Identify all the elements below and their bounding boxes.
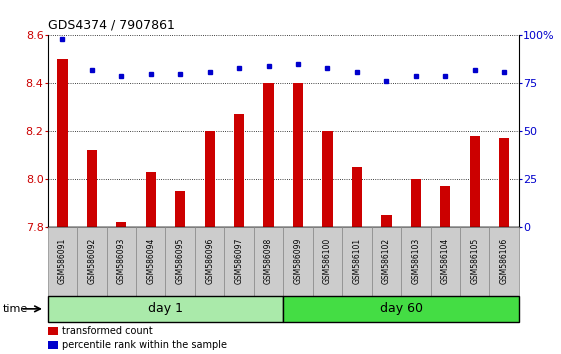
Text: GSM586106: GSM586106 xyxy=(500,238,509,284)
Text: percentile rank within the sample: percentile rank within the sample xyxy=(62,340,227,350)
Bar xyxy=(352,167,362,227)
Bar xyxy=(264,83,274,227)
Text: GSM586103: GSM586103 xyxy=(411,238,420,284)
Text: GSM586100: GSM586100 xyxy=(323,238,332,284)
Bar xyxy=(146,172,156,227)
Text: GDS4374 / 7907861: GDS4374 / 7907861 xyxy=(48,19,174,32)
Text: GSM586096: GSM586096 xyxy=(205,238,214,284)
Bar xyxy=(234,114,244,227)
Text: GSM586105: GSM586105 xyxy=(470,238,479,284)
Bar xyxy=(440,186,450,227)
Bar xyxy=(323,131,333,227)
Bar xyxy=(470,136,480,227)
Bar xyxy=(293,83,303,227)
Bar xyxy=(116,222,126,227)
Text: time: time xyxy=(3,304,28,314)
Bar xyxy=(57,59,67,227)
Text: GSM586097: GSM586097 xyxy=(234,238,243,284)
Bar xyxy=(499,138,509,227)
Text: GSM586104: GSM586104 xyxy=(441,238,450,284)
Text: GSM586093: GSM586093 xyxy=(117,238,126,284)
Bar xyxy=(205,131,215,227)
Text: GSM586091: GSM586091 xyxy=(58,238,67,284)
Text: GSM586101: GSM586101 xyxy=(352,238,361,284)
Bar xyxy=(175,191,185,227)
Bar xyxy=(87,150,97,227)
Text: GSM586099: GSM586099 xyxy=(293,238,302,284)
Text: GSM586094: GSM586094 xyxy=(146,238,155,284)
Text: GSM586095: GSM586095 xyxy=(176,238,185,284)
Text: GSM586098: GSM586098 xyxy=(264,238,273,284)
Bar xyxy=(411,179,421,227)
Text: GSM586102: GSM586102 xyxy=(382,238,391,284)
Bar xyxy=(381,215,392,227)
Text: day 1: day 1 xyxy=(148,302,183,315)
Text: day 60: day 60 xyxy=(380,302,422,315)
Text: GSM586092: GSM586092 xyxy=(88,238,96,284)
Text: transformed count: transformed count xyxy=(62,326,153,336)
